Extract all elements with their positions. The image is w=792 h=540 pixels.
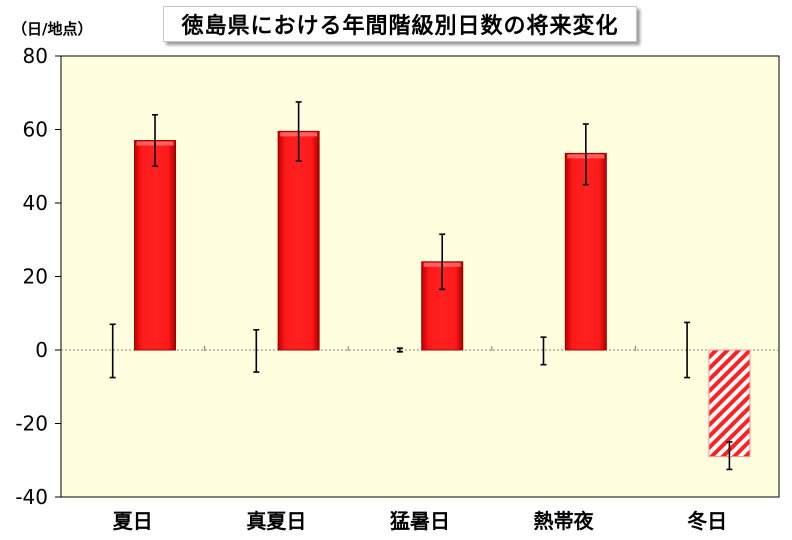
y-tick-label: 20 — [23, 265, 48, 289]
x-tick-label: 冬日 — [687, 509, 727, 533]
error-bar-series2 — [152, 114, 159, 168]
bar — [134, 140, 177, 351]
y-axis-unit-label: （日/地点） — [12, 20, 93, 38]
error-bar-series2 — [295, 101, 302, 162]
bar — [277, 130, 320, 351]
bar — [564, 152, 607, 351]
y-tick-label: 0 — [35, 338, 48, 362]
x-tick-label: 猛暑日 — [389, 509, 450, 533]
y-tick-label: -20 — [15, 412, 48, 436]
x-tick-label: 夏日 — [113, 509, 153, 533]
error-bar-series1 — [109, 323, 116, 379]
error-bar-series1 — [684, 321, 691, 379]
error-bar-series1 — [253, 328, 260, 373]
error-bar-series2 — [439, 233, 446, 291]
y-tick-label: 40 — [23, 191, 48, 215]
bar — [708, 349, 751, 458]
error-bar-series2 — [726, 441, 733, 471]
y-tick-label: 80 — [23, 44, 48, 68]
y-tick-label: -40 — [15, 485, 48, 509]
y-tick-label: 60 — [23, 118, 48, 142]
error-bar-series1 — [540, 336, 547, 366]
chart-title: 徳島県における年間階級別日数の将来変化 — [163, 6, 637, 42]
error-bar-series2 — [582, 123, 589, 186]
error-bar-series1 — [396, 347, 403, 353]
plot-area — [60, 55, 780, 498]
x-tick-label: 真夏日 — [246, 509, 306, 533]
x-tick-label: 熱帯夜 — [534, 509, 595, 533]
